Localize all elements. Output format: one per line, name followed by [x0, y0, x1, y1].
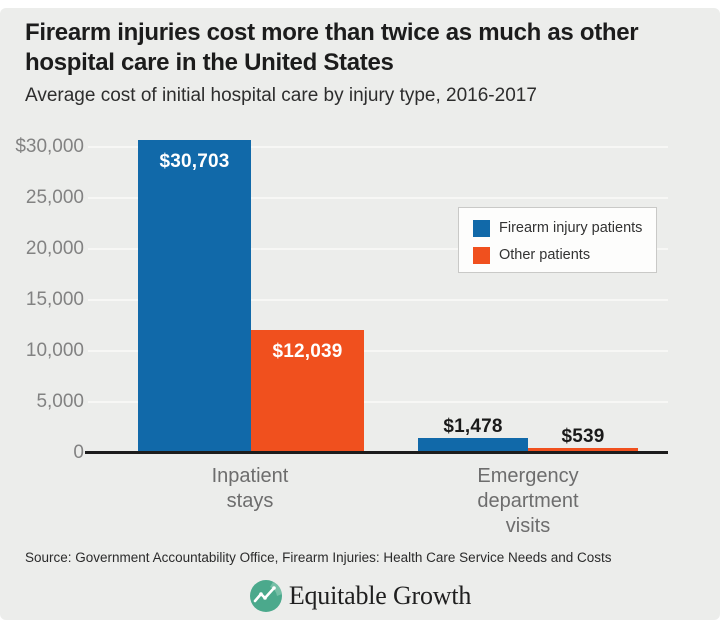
y-tick-label-10000: 10,000	[25, 340, 84, 361]
legend-swatch-firearm	[473, 219, 490, 237]
y-tick-label-30000: $30,000	[15, 136, 84, 157]
y-tick-label-0: 0	[73, 442, 84, 463]
y-tick-label-5000: 5,000	[36, 391, 84, 412]
bar-value-label: $539	[561, 426, 605, 447]
gridline-10000	[88, 350, 668, 352]
source-note: Source: Government Accountability Office…	[25, 550, 612, 565]
bar-value-label: $1,478	[443, 416, 503, 437]
gridline-20000	[88, 248, 668, 250]
bar-value-label: $12,039	[272, 341, 343, 362]
legend-item-firearm: Firearm injury patients	[473, 219, 656, 237]
y-tick-label-15000: 15,000	[25, 289, 84, 310]
bar-firearm-1	[418, 438, 528, 453]
logo-text: Equitable Growth	[288, 581, 472, 610]
gridline-15000	[88, 299, 668, 301]
legend-label-firearm: Firearm injury patients	[499, 220, 643, 236]
y-tick-label-25000: 25,000	[25, 187, 84, 208]
equitable-growth-logo: Equitable Growth	[0, 578, 720, 614]
category-label-0: Inpatient stays	[211, 465, 289, 512]
bar-other-1	[528, 448, 638, 453]
chart-title: Firearm injuries cost more than twice as…	[25, 19, 639, 76]
category-label-1: Emergency department visits	[477, 465, 579, 537]
chart-subtitle: Average cost of initial hospital care by…	[25, 85, 537, 106]
bar-value-label: $30,703	[159, 151, 230, 172]
gridline-5000	[88, 401, 668, 403]
legend: Firearm injury patients Other patients	[458, 207, 657, 273]
bar-firearm-0	[138, 140, 251, 453]
legend-label-other: Other patients	[499, 247, 591, 263]
chart-background-panel	[0, 8, 720, 620]
growth-trend-icon	[249, 580, 282, 612]
legend-item-other: Other patients	[473, 246, 656, 264]
y-tick-label-20000: 20,000	[25, 238, 84, 259]
gridline-30000	[88, 146, 668, 148]
x-axis-line	[85, 451, 668, 454]
legend-swatch-other	[473, 246, 490, 264]
bar-other-0	[251, 330, 364, 453]
gridline-25000	[88, 197, 668, 199]
